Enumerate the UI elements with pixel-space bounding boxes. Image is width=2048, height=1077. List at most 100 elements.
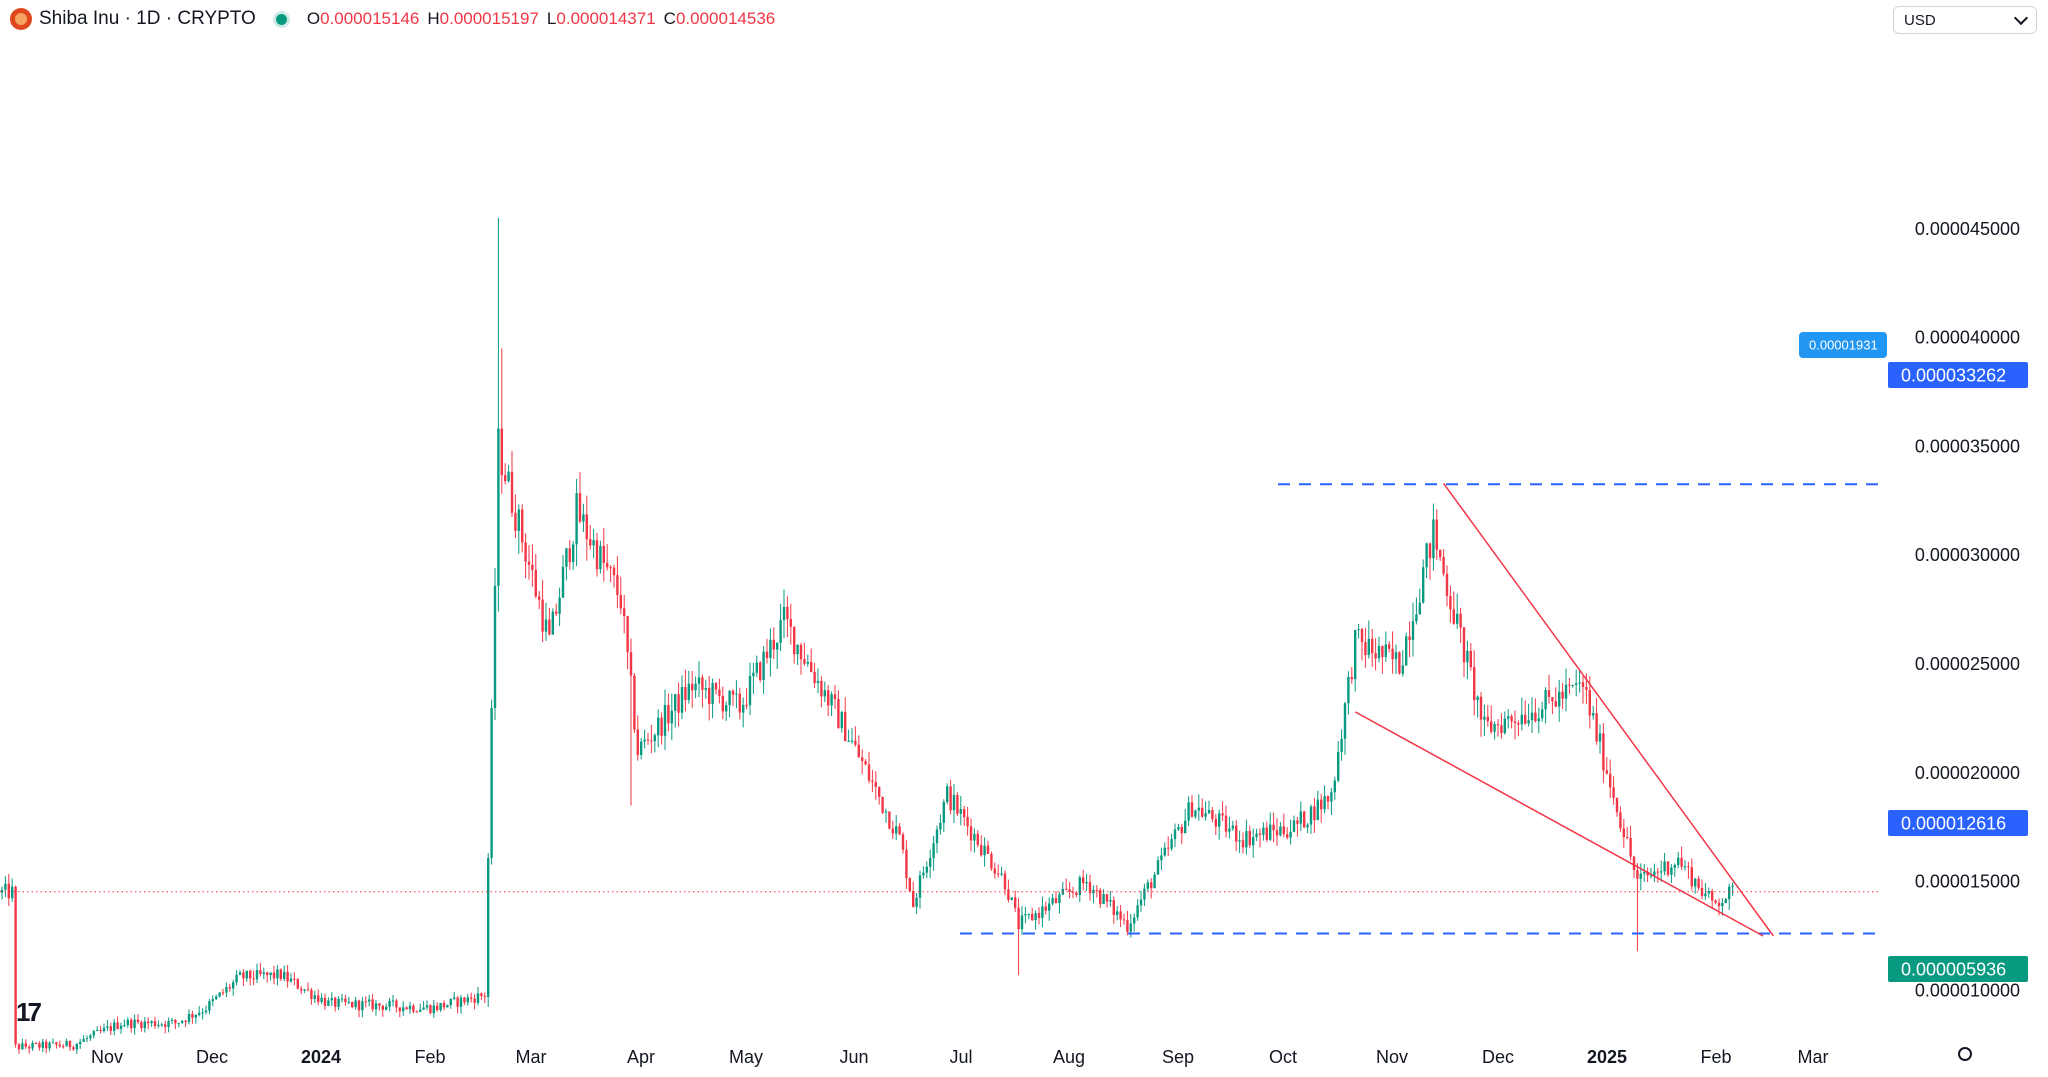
candle-body (286, 971, 289, 982)
candle-body (776, 642, 779, 650)
candle (303, 988, 306, 993)
candle-body (85, 1038, 89, 1040)
candle (1000, 866, 1003, 877)
candle-body (871, 780, 874, 783)
candle-body (932, 843, 935, 859)
candle (442, 1000, 446, 1011)
candle (922, 866, 925, 879)
candle (133, 1014, 136, 1035)
candle (1224, 805, 1228, 838)
candle-body (959, 809, 962, 814)
candle-body (592, 540, 595, 546)
candle-body (1224, 815, 1228, 832)
candle-body (65, 1041, 68, 1047)
candle (1262, 822, 1265, 841)
candle (439, 1002, 442, 1013)
candle (609, 564, 612, 583)
candle (337, 996, 340, 1011)
candle-body (1490, 721, 1493, 732)
candle (92, 1029, 95, 1039)
candle-body (184, 1020, 187, 1022)
x-tick-label: Dec (196, 1047, 228, 1067)
candle (1717, 898, 1721, 916)
candle (1374, 638, 1377, 671)
candle (1143, 883, 1146, 907)
candle-body (1316, 799, 1319, 821)
candle (232, 979, 235, 996)
candle (242, 969, 245, 986)
candle (351, 1001, 354, 1009)
candle-body (1289, 831, 1292, 838)
candle (572, 541, 575, 570)
candle (1357, 623, 1360, 639)
candle (1122, 913, 1126, 925)
currency-select[interactable]: USD (1893, 6, 2037, 34)
candle-body (646, 739, 650, 741)
candle (527, 544, 531, 580)
candle (456, 995, 459, 1014)
candle-body (1265, 827, 1268, 840)
price-axis[interactable]: 0.000045000 0.000040000 0.000035000 0.00003… (1915, 219, 2020, 1077)
candle-body (385, 1006, 388, 1010)
candle-body (402, 1007, 405, 1012)
candle-body (803, 659, 806, 664)
candle (517, 504, 520, 554)
candle-body (160, 1024, 163, 1026)
candle (235, 969, 238, 986)
candle-body (48, 1042, 51, 1049)
candle-body (1374, 653, 1377, 659)
candle (334, 996, 337, 1012)
candle (126, 1017, 129, 1028)
candle-body (667, 704, 670, 724)
candle (1252, 828, 1255, 858)
candle (1422, 559, 1425, 604)
market-status-icon[interactable] (275, 13, 287, 25)
candle (541, 579, 544, 643)
tradingview-logo-icon[interactable]: 17 (16, 997, 42, 1027)
candle-body (731, 690, 735, 695)
y-tick-label: 0.000045000 (1915, 219, 2020, 239)
time-axis[interactable]: Nov Dec 2024 Feb Mar Apr May Jun Jul Aug Sep Oct Nov… (91, 1047, 1829, 1067)
candle (1126, 910, 1129, 936)
candle (1558, 679, 1561, 722)
candle (585, 495, 588, 561)
candle (497, 217, 500, 612)
candle-body (636, 729, 639, 755)
candle (1670, 864, 1673, 884)
candle-body (1653, 871, 1656, 876)
candle-body (1598, 733, 1602, 742)
candle-body (1510, 716, 1513, 722)
candle-body (922, 872, 925, 876)
candle-body (901, 834, 905, 850)
candle (1085, 873, 1088, 891)
price-label-text: 0.00001931 (1809, 338, 1878, 353)
candle-body (1595, 713, 1598, 742)
candle (1024, 906, 1027, 924)
candle-body (1660, 871, 1663, 873)
candle (1459, 607, 1462, 643)
candle (1551, 697, 1554, 715)
candle (1530, 697, 1534, 733)
candle-body (1241, 840, 1245, 848)
candle (915, 893, 918, 914)
candle (1031, 907, 1034, 921)
candle-body (480, 993, 483, 996)
x-tick-label: Jul (949, 1047, 972, 1067)
candle (1391, 631, 1394, 674)
candle (670, 693, 673, 741)
settings-icon[interactable] (1958, 1047, 1972, 1061)
candle-body (1707, 891, 1710, 894)
symbol-title[interactable]: Shiba Inu · 1D · CRYPTO (39, 8, 256, 29)
candle-body (1452, 609, 1455, 624)
candle-body (1031, 913, 1034, 921)
candle-body (456, 997, 459, 1007)
candle-body (966, 817, 969, 827)
candle (793, 626, 796, 664)
candle (1724, 898, 1727, 904)
candle-body (898, 826, 901, 835)
candle-body (344, 998, 347, 1002)
candle-body (211, 999, 214, 1002)
candle (1367, 620, 1370, 659)
candle-body (670, 710, 673, 724)
